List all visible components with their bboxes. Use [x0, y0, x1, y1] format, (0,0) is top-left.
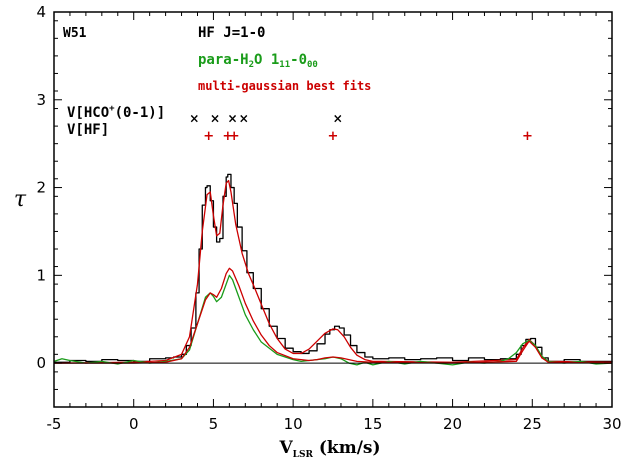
- x-tick-label: 0: [129, 415, 139, 433]
- marker-layer: × × × × ×+ ++ + +: [189, 111, 533, 144]
- fit-series-label: multi-gaussian best fits: [198, 79, 371, 93]
- tick-layer: -5 0 5 10 15 20 25 30 0 1 2 3 4: [36, 3, 621, 433]
- water-series-label: para-H2O 111-000: [198, 52, 318, 70]
- hco-velocity-marker: ×: [210, 111, 220, 125]
- hf-velocity-marker: +: [203, 129, 214, 144]
- series-water-line: [53, 274, 613, 366]
- y-tick-label: 4: [36, 3, 46, 21]
- hco-velocity-marker: ×: [333, 111, 343, 125]
- hco-velocity-label: V[HCO+(0-1)]: [67, 104, 165, 121]
- series-fit_hf-line: [53, 179, 613, 364]
- y-tick-label: 0: [36, 354, 46, 372]
- series-fit_water-line: [54, 267, 613, 364]
- hf-velocity-marker: +: [522, 129, 533, 144]
- hco-velocity-marker: ×: [228, 111, 238, 125]
- y-axis-title: τ: [14, 187, 27, 212]
- hf-series-label: HF J=1-0: [198, 25, 265, 41]
- y-tick-label: 2: [36, 179, 46, 197]
- series-layer: [53, 173, 613, 366]
- plot-frame: [53, 11, 613, 408]
- x-tick-label: 15: [363, 415, 382, 433]
- x-tick-label: 5: [209, 415, 219, 433]
- x-tick-label: 30: [602, 415, 621, 433]
- hco-velocity-marker: ×: [189, 111, 199, 125]
- x-tick-label: 10: [284, 415, 303, 433]
- source-label: W51: [63, 26, 87, 41]
- hf-velocity-marker: +: [222, 129, 233, 144]
- hf-velocity-marker: +: [229, 129, 240, 144]
- hf-velocity-label: V[HF]: [67, 122, 109, 138]
- x-tick-label: 25: [523, 415, 542, 433]
- x-tick-label: -5: [47, 415, 62, 433]
- hco-velocity-marker: ×: [239, 111, 249, 125]
- y-tick-label: 3: [36, 91, 46, 109]
- y-tick-label: 1: [36, 266, 46, 284]
- x-axis-title: VLSR (km/s): [278, 438, 380, 459]
- series-hf-line: [54, 173, 613, 363]
- hf-velocity-marker: +: [328, 129, 339, 144]
- x-tick-label: 20: [443, 415, 462, 433]
